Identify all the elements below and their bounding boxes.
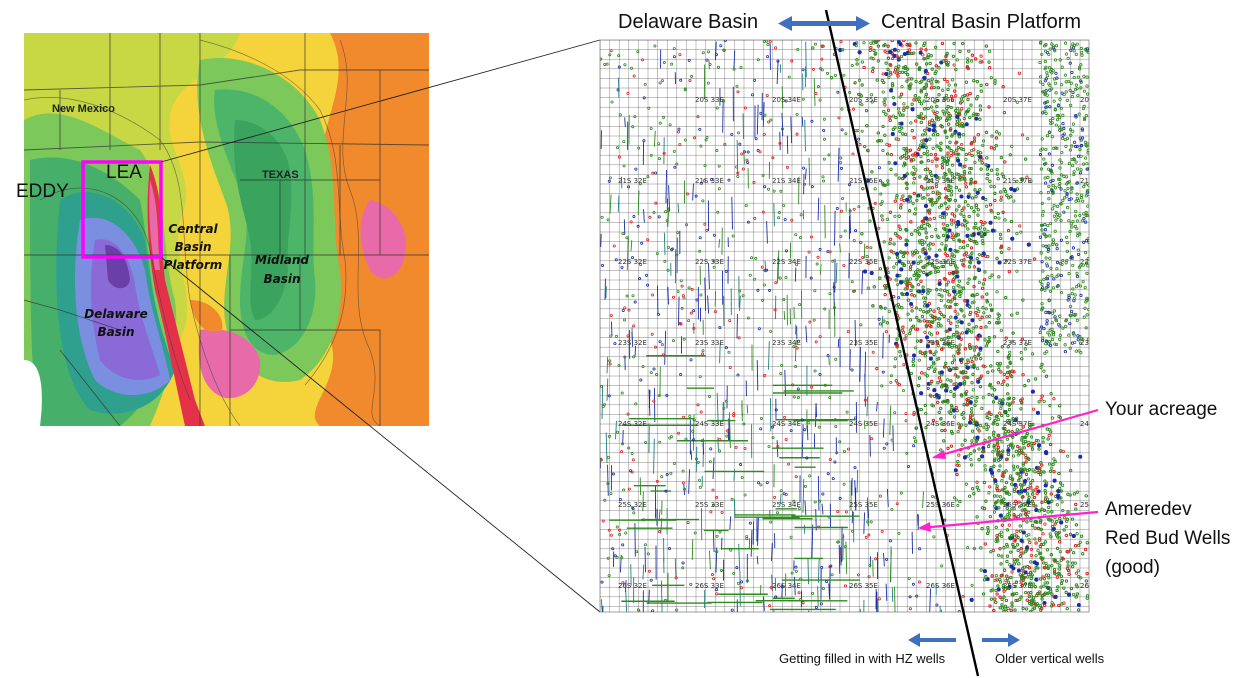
township-label: 25S 33E [695, 501, 724, 509]
township-label: 23S 38E [1080, 339, 1109, 347]
township-label: 26S 38E [1080, 582, 1109, 590]
township-label: 25S 38E [1080, 501, 1109, 509]
red-bud-wells-label: Red Bud Wells [1105, 528, 1231, 549]
township-label: 23S 37E [1003, 339, 1032, 347]
township-label: 21S 32E [618, 177, 647, 185]
township-label: 22S 35E [849, 258, 878, 266]
central-basin-label-1: Central [168, 222, 218, 236]
township-label: 23S 33E [695, 339, 724, 347]
township-label: 25S 32E [618, 501, 647, 509]
township-label: 22S 37E [1003, 258, 1032, 266]
township-label: 20S 33E [695, 96, 724, 104]
ameredev-label: Ameredev [1105, 499, 1192, 520]
lea-highlight-box [81, 160, 163, 259]
central-basin-platform-header: Central Basin Platform [881, 11, 1082, 33]
midland-basin-label-1: Midland [255, 253, 309, 267]
ameredev-pointer [919, 510, 1099, 530]
township-label: 26S 37E [1003, 582, 1032, 590]
township-label: 25S 36E [926, 501, 955, 509]
vertical-wells-label: Older vertical wells [995, 651, 1105, 666]
township-label: 21S 35E [849, 177, 878, 185]
township-label: 26S 36E [926, 582, 955, 590]
township-label: 25S 37E [1003, 501, 1032, 509]
texas-label: TEXAS [262, 169, 299, 181]
hz-wells-label: Getting filled in with HZ wells [779, 651, 946, 666]
township-label: 21S 36E [926, 177, 955, 185]
township-label: 26S 34E [772, 582, 801, 590]
township-label: 24S 32E [618, 420, 647, 428]
township-label: 20S 35E [849, 96, 878, 104]
double-arrow-top [778, 16, 870, 31]
delaware-basin-header: Delaware Basin [618, 11, 759, 33]
township-label: 23S 36E [926, 339, 955, 347]
your-acreage-label: Your acreage [1105, 399, 1218, 420]
lea-county-label: LEA [106, 162, 142, 183]
township-label: 23S 34E [772, 339, 801, 347]
township-label: 22S 34E [772, 258, 801, 266]
delaware-basin-label-2: Basin [97, 325, 134, 339]
township-label: 26S 33E [695, 582, 724, 590]
acreage-pointer [933, 408, 1099, 459]
basin-boundary-line [824, 9, 980, 677]
township-label: 20S 34E [772, 96, 801, 104]
township-label: 22S 38E [1080, 258, 1109, 266]
township-label: 24S 33E [695, 420, 724, 428]
township-label: 22S 33E [695, 258, 724, 266]
township-label: 21S 33E [695, 177, 724, 185]
arrow-left-hz [908, 633, 956, 647]
township-label: 22S 36E [926, 258, 955, 266]
central-basin-label-3: Platform [164, 258, 223, 272]
township-label: 23S 32E [618, 339, 647, 347]
township-label: 24S 38E [1080, 420, 1109, 428]
township-label: 26S 32E [618, 582, 647, 590]
township-label: 20S 37E [1003, 96, 1032, 104]
midland-basin-label-2: Basin [263, 272, 300, 286]
township-label: 21S 37E [1003, 177, 1032, 185]
township-label: 25S 35E [849, 501, 878, 509]
eddy-county-label: EDDY [16, 181, 69, 202]
delaware-basin-label-1: Delaware [84, 307, 148, 321]
new-mexico-label: New Mexico [52, 103, 115, 115]
zoom-line-top [160, 39, 601, 163]
township-label: 22S 32E [618, 258, 647, 266]
township-label: 24S 36E [926, 420, 955, 428]
arrow-right-vertical [982, 633, 1020, 647]
township-label: 24S 37E [1003, 420, 1032, 428]
good-label: (good) [1105, 557, 1160, 578]
township-label: 23S 35E [849, 339, 878, 347]
township-label: 20S 36E [926, 96, 955, 104]
central-basin-label-2: Basin [174, 240, 211, 254]
township-label: 24S 35E [849, 420, 878, 428]
township-label: 25S 34E [772, 501, 801, 509]
township-label: 21S 34E [772, 177, 801, 185]
zoom-line-bottom [160, 256, 601, 613]
township-label: 20S 38E [1080, 96, 1109, 104]
township-label: 26S 35E [849, 582, 878, 590]
township-label: 21S 38E [1080, 177, 1109, 185]
township-label: 24S 34E [772, 420, 801, 428]
